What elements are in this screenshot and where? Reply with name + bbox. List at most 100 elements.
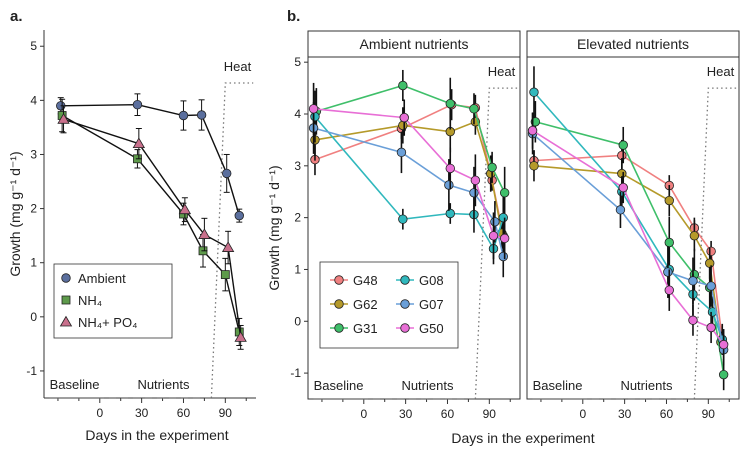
y-axis-title: Growth (mg g⁻¹ d⁻¹) bbox=[7, 151, 23, 276]
data-point bbox=[445, 98, 455, 109]
data-point bbox=[178, 203, 192, 215]
data-point bbox=[310, 111, 320, 122]
facet-2: Elevated nutrients 0 30 60 90 Heat Baseline Nut… bbox=[526, 30, 740, 421]
data-point bbox=[499, 233, 510, 244]
x-tick-label: 90 bbox=[219, 406, 233, 420]
data-point bbox=[444, 180, 454, 190]
heat-step-line bbox=[210, 82, 254, 399]
data-point bbox=[618, 140, 628, 150]
legend-label: G50 bbox=[419, 321, 444, 336]
data-point bbox=[498, 212, 508, 223]
y-tick-label: -1 bbox=[290, 366, 301, 380]
y-tick-label: 5 bbox=[30, 39, 37, 53]
data-point bbox=[398, 120, 408, 131]
data-point bbox=[498, 251, 508, 262]
legend-marker bbox=[334, 275, 344, 285]
series-line bbox=[313, 127, 505, 257]
legend-label: Ambient bbox=[78, 271, 126, 286]
legend-marker bbox=[334, 323, 344, 333]
data-point bbox=[663, 267, 673, 277]
series-G31 bbox=[311, 69, 510, 219]
panel-label: b. bbox=[287, 8, 300, 25]
y-tick-label: 0 bbox=[294, 314, 301, 328]
data-point bbox=[487, 162, 497, 173]
baseline-label: Baseline bbox=[314, 378, 364, 393]
legend-marker bbox=[400, 299, 410, 309]
series-line bbox=[314, 116, 505, 251]
data-point bbox=[234, 210, 244, 221]
data-point bbox=[398, 214, 408, 224]
y-tick-label: 4 bbox=[294, 107, 301, 121]
data-point bbox=[718, 369, 729, 380]
y-tick-label: 1 bbox=[294, 262, 301, 276]
legend-label: G31 bbox=[353, 321, 378, 336]
heat-label: Heat bbox=[224, 59, 252, 74]
legend-label: G62 bbox=[353, 297, 378, 312]
data-point bbox=[132, 137, 146, 149]
series-G50 bbox=[527, 112, 729, 361]
data-point bbox=[499, 188, 510, 198]
data-point bbox=[689, 231, 700, 241]
series-G08 bbox=[529, 66, 727, 355]
data-point bbox=[664, 285, 674, 295]
x-tick-label: 90 bbox=[702, 407, 716, 421]
y-tick-label: 5 bbox=[294, 55, 301, 69]
data-point bbox=[618, 182, 628, 193]
y-tick-label: 4 bbox=[30, 93, 37, 107]
facet-strip bbox=[307, 30, 521, 58]
data-point bbox=[688, 315, 698, 325]
data-point bbox=[664, 195, 674, 206]
legend: Ambient NH₄ NH₄+ PO₄ bbox=[53, 263, 173, 339]
data-point bbox=[57, 112, 70, 124]
facet-title: Ambient nutrients bbox=[360, 36, 469, 52]
legend-label: NH₄ bbox=[78, 293, 102, 308]
data-point bbox=[198, 228, 211, 239]
data-point bbox=[469, 104, 479, 114]
y-axis-title: Growth (mg g⁻¹ d⁻¹) bbox=[266, 165, 282, 290]
x-tick-label: 60 bbox=[177, 406, 191, 420]
x-axis-title: Days in the experiment bbox=[85, 427, 228, 443]
baseline-label: Baseline bbox=[533, 378, 583, 393]
legend-label: NH₄+ PO₄ bbox=[78, 315, 137, 330]
data-point bbox=[706, 246, 716, 257]
x-tick-label: 30 bbox=[135, 406, 149, 420]
legend-label: G08 bbox=[419, 273, 444, 288]
data-point bbox=[220, 270, 230, 280]
x-tick-label: 0 bbox=[579, 407, 586, 421]
x-tick-label: 30 bbox=[399, 407, 413, 421]
x-tick-label: 0 bbox=[96, 406, 103, 420]
baseline-label: Baseline bbox=[50, 377, 100, 392]
panel-b: b. Growth (mg g⁻¹ d⁻¹) Ambient nutrients -1… bbox=[266, 8, 740, 421]
x-tick-label: 30 bbox=[618, 407, 632, 421]
data-point bbox=[178, 110, 189, 121]
data-point bbox=[221, 241, 235, 252]
series-G07 bbox=[527, 112, 729, 366]
data-point bbox=[234, 331, 247, 342]
y-tick-label: -1 bbox=[26, 364, 37, 378]
x-tick-label: 90 bbox=[483, 407, 497, 421]
nutrients-label: Nutrients bbox=[620, 378, 673, 393]
data-point bbox=[718, 339, 729, 350]
legend-marker bbox=[334, 299, 344, 309]
data-point bbox=[398, 80, 408, 91]
series-Ambient bbox=[56, 93, 244, 223]
data-point bbox=[132, 99, 143, 110]
legend-marker bbox=[400, 275, 410, 285]
legend-label: G48 bbox=[353, 273, 378, 288]
data-point bbox=[664, 237, 674, 248]
data-point bbox=[529, 161, 539, 171]
panel-border bbox=[526, 56, 740, 400]
data-point bbox=[527, 125, 538, 136]
shared-labels: Days in the experiment Days in the experi… bbox=[85, 427, 594, 446]
data-point bbox=[688, 276, 698, 286]
panel-label: a. bbox=[10, 8, 23, 25]
facet-strip bbox=[526, 30, 740, 58]
heat-label: Heat bbox=[488, 64, 516, 79]
legend-marker bbox=[61, 273, 71, 283]
x-axis-title: Days in the experiment bbox=[451, 430, 594, 446]
data-point bbox=[706, 281, 716, 291]
data-point bbox=[445, 163, 455, 174]
series-G48 bbox=[310, 89, 508, 252]
data-point bbox=[488, 231, 499, 241]
data-point bbox=[706, 322, 716, 333]
